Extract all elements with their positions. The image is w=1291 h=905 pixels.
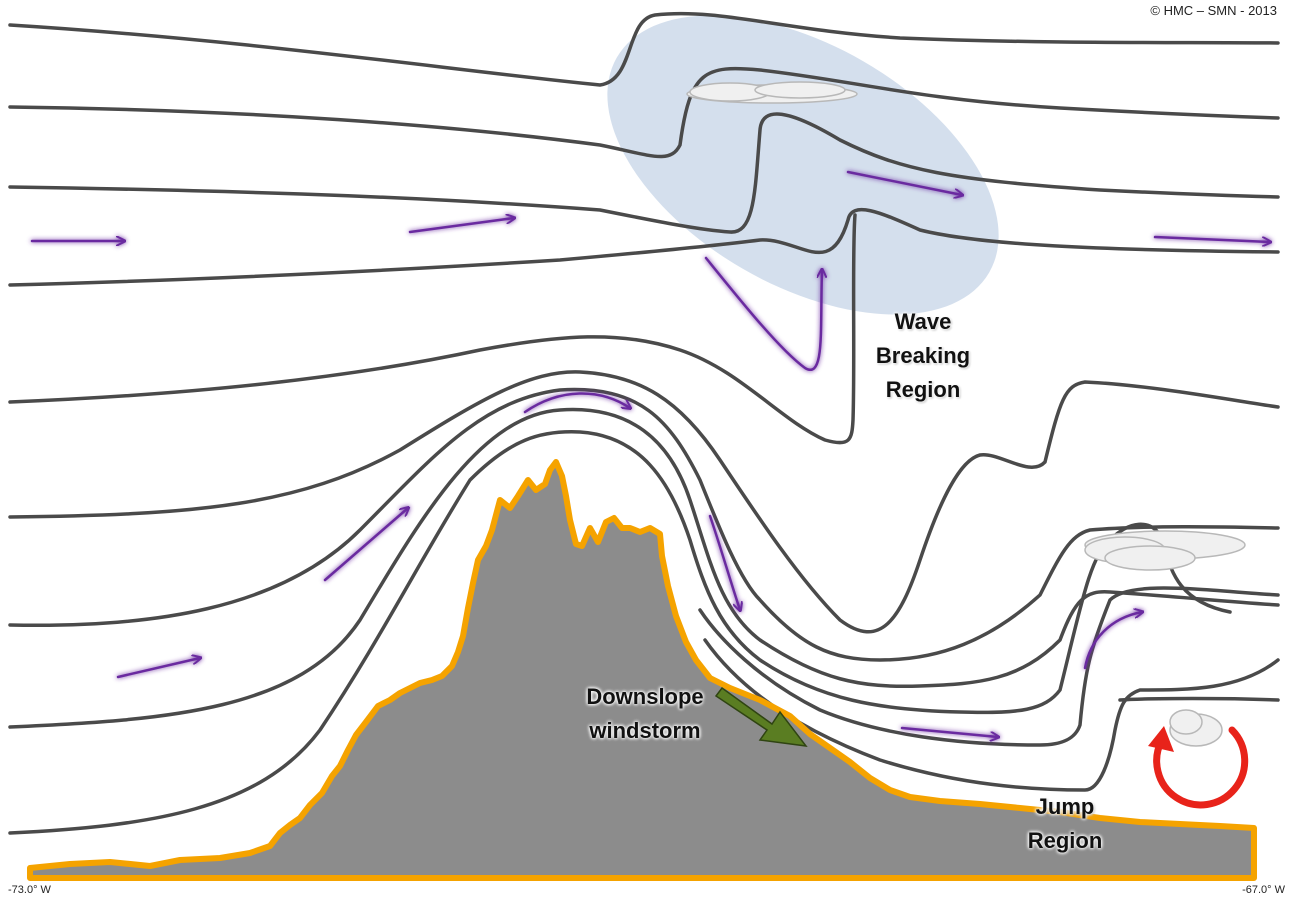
axis-label-left: -73.0° W [8,884,51,896]
wave-breaking-label: Wave Breaking Region [858,305,988,407]
jump-line-2: Region [1027,828,1103,853]
mountain-terrain [27,459,1257,881]
flow-arrow-icon [1153,235,1270,242]
streamline-8 [8,407,1280,729]
jump-line-1: Jump [1035,794,1095,819]
flow-arrow-icon [708,514,740,610]
downslope-line-2: windstorm [589,718,701,743]
streamline-3 [8,112,1280,234]
flow-arrow-icon [1083,612,1142,670]
streamline-6 [8,370,1280,634]
streamline-11 [703,638,1280,792]
wave-breaking-line-1: Wave [894,309,952,334]
cloud-icon [1169,709,1223,747]
flow-arrow-icon [116,658,200,679]
flow-arrow-icon [323,508,408,582]
flow-arrows [30,170,1270,737]
streamlines [8,11,1280,835]
streamline-12 [1118,696,1280,702]
flow-arrow-icon [523,392,630,414]
streamline-1 [8,11,1280,87]
downslope-windstorm-label: Downslope windstorm [565,680,725,748]
flow-arrow-icon [900,726,998,737]
wave-breaking-line-3: Region [885,377,961,402]
cloud-icon [1084,530,1246,571]
streamline-7 [8,387,1280,662]
downslope-arrow-icon [714,686,808,747]
flow-arrow-icon [846,170,962,195]
streamline-4 [8,207,1280,287]
wave-breaking-line-2: Breaking [875,343,971,368]
rotor-circular-arrow-icon [1148,726,1249,809]
downslope-line-1: Downslope [586,684,704,709]
flow-arrow-icon [408,218,514,234]
streamline-2 [8,66,1280,159]
copyright-text: © HMC – SMN - 2013 [1150,3,1277,18]
axis-label-right: -67.0° W [1242,884,1285,896]
flow-arrow-icon [704,256,822,371]
jump-region-label: Jump Region [1005,790,1125,858]
streamline-5 [8,213,857,445]
streamline-10 [698,586,1280,747]
cloud-icon [686,81,858,104]
